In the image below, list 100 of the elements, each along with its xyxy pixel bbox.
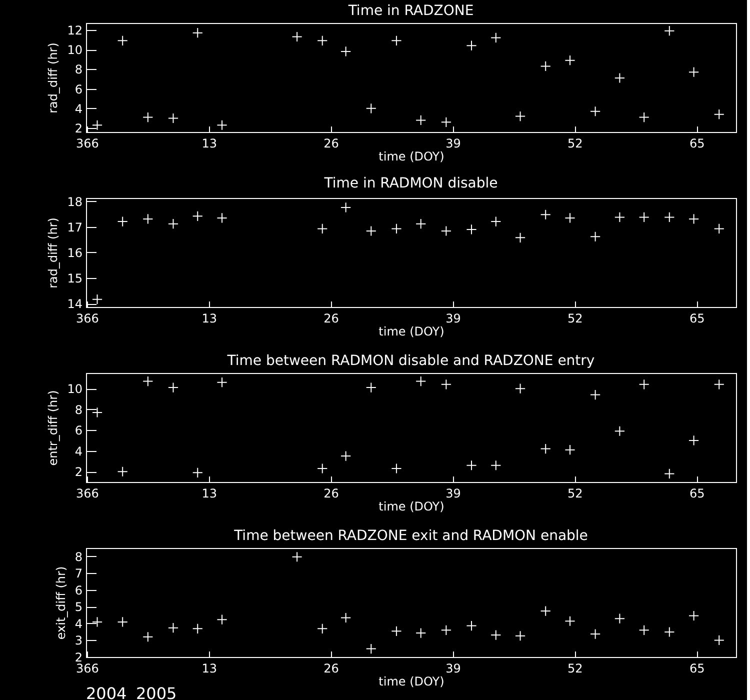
point (391, 463, 402, 474)
x-tick-label: 65 (689, 312, 705, 326)
x-tick-label: 13 (202, 136, 218, 150)
y-tick-label: 4 (74, 444, 82, 458)
point (688, 610, 700, 622)
y-tick-label: 10 (67, 43, 82, 58)
chart-title: Time between RADMON disable and RADZONE entry (226, 353, 595, 369)
y-tick-label: 12 (67, 23, 82, 38)
x-axis-title: time (DOY) (378, 324, 444, 338)
text: 2005 (136, 684, 177, 700)
point (514, 232, 526, 243)
point (216, 212, 228, 224)
x-tick-label: 39 (446, 662, 461, 676)
x-tick-label: 26 (324, 136, 339, 150)
x-tick-label: 39 (446, 486, 461, 500)
point (490, 32, 502, 44)
point (340, 202, 352, 213)
y-tick-label: 6 (74, 424, 82, 438)
x-tick-label: 26 (324, 312, 339, 326)
point (168, 112, 179, 124)
point (490, 216, 502, 227)
x-tick-label: 52 (568, 136, 583, 150)
point (317, 223, 328, 234)
point (391, 35, 402, 46)
x-tick-label: 366 (76, 486, 99, 500)
y-axis-title: entr_diff (hr) (46, 390, 60, 466)
point (664, 626, 675, 638)
point (664, 26, 675, 36)
point (514, 630, 526, 642)
point (292, 552, 302, 562)
point (466, 40, 477, 51)
point (564, 212, 576, 224)
y-tick-label: 8 (74, 402, 82, 417)
point (317, 623, 328, 634)
y-axis-title: exit_diff (hr) (54, 566, 68, 640)
point (391, 626, 402, 636)
point (590, 106, 601, 117)
x-tick-label: 39 (446, 312, 461, 326)
point (117, 616, 128, 628)
point (638, 212, 650, 222)
x-tick-label: 13 (202, 486, 218, 500)
point (714, 634, 724, 646)
y-tick-label: 4 (74, 102, 82, 116)
point (540, 606, 551, 616)
point (142, 214, 154, 224)
point (216, 377, 228, 388)
x-axis-title: time (DOY) (378, 500, 444, 514)
x-tick-label: 39 (446, 136, 461, 150)
point (92, 616, 103, 628)
point (416, 628, 426, 638)
y-tick-label: 7 (74, 566, 82, 581)
point (366, 643, 376, 654)
point (664, 468, 675, 479)
point (192, 467, 203, 478)
point (614, 212, 625, 222)
y-tick-label: 5 (74, 600, 82, 614)
point (440, 116, 452, 128)
point (490, 630, 502, 640)
x-tick-label: 13 (202, 312, 218, 326)
point (440, 624, 452, 636)
y-axis-title: rad_diff (hr) (46, 42, 60, 114)
point (638, 379, 650, 390)
point (564, 616, 576, 626)
point (168, 622, 179, 634)
x-tick-label: 13 (202, 662, 218, 676)
point (714, 379, 724, 390)
point (440, 379, 452, 390)
x-tick-label: 366 (76, 662, 99, 676)
point (664, 212, 675, 222)
point (391, 223, 402, 234)
point (688, 214, 700, 224)
point (590, 390, 601, 400)
point (590, 231, 601, 242)
point (317, 463, 328, 474)
x-tick-label: 26 (324, 486, 339, 500)
x-tick-label: 366 (76, 312, 99, 326)
point (514, 383, 526, 394)
point (216, 120, 228, 130)
point (216, 614, 228, 625)
point (540, 443, 551, 454)
x-tick-label: 52 (568, 312, 583, 326)
chart-title: Time in RADMON disable (323, 175, 498, 192)
text: 2004 (86, 684, 127, 700)
y-tick-label: 2 (74, 650, 82, 664)
x-axis-title: time (DOY) (378, 674, 444, 688)
chart-title: Time between RADZONE exit and RADMON enable (233, 528, 588, 544)
y-tick-label: 8 (74, 62, 82, 77)
point (340, 612, 352, 624)
y-tick-label: 15 (67, 272, 82, 286)
y-axis-title: rad_diff (hr) (46, 218, 60, 288)
point (366, 226, 376, 236)
y-tick-label: 18 (67, 194, 82, 209)
point (614, 72, 625, 84)
point (564, 444, 576, 456)
point (192, 210, 203, 222)
point (192, 28, 203, 38)
point (292, 31, 302, 42)
point (638, 112, 650, 123)
point (688, 66, 700, 78)
point (142, 632, 154, 642)
